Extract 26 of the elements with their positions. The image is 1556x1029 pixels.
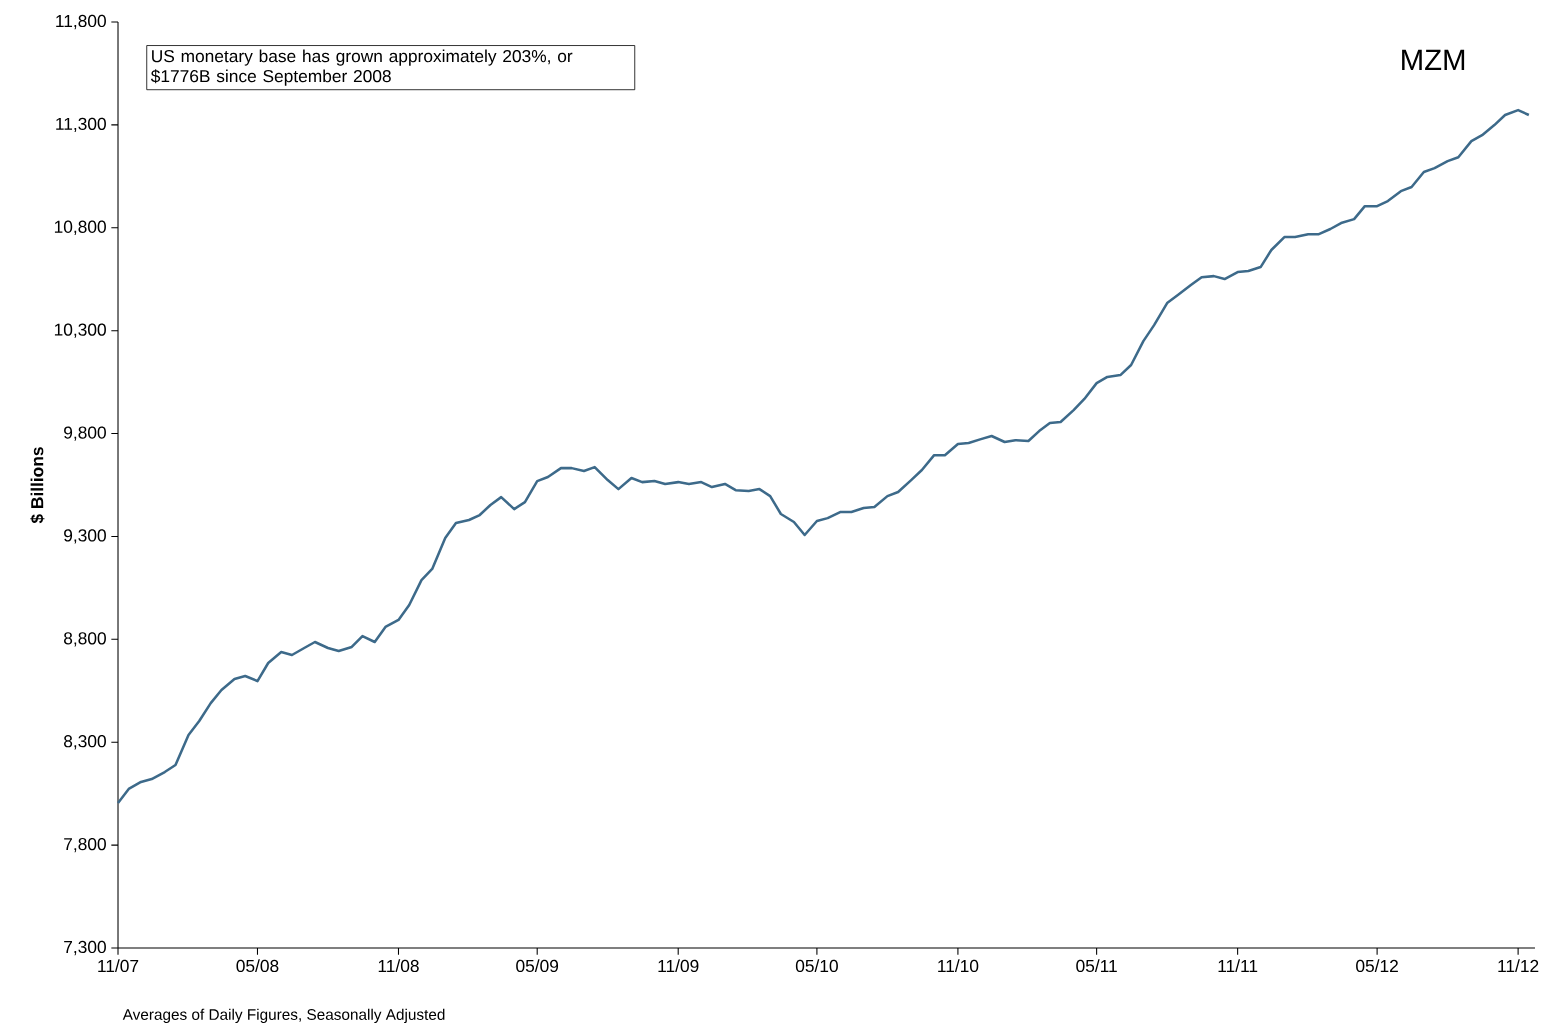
y-tick-label: 11,300 <box>56 117 106 133</box>
y-tick-label: 8,300 <box>64 735 106 750</box>
x-tick-label: 11/10 <box>938 959 979 973</box>
text: MZM <box>1402 49 1465 71</box>
x-tick-label: 11/11 <box>1218 959 1258 973</box>
y-axis-title: $ Billions <box>30 447 45 524</box>
y-tick-label: 9,300 <box>64 529 106 544</box>
x-tick-label: 05/08 <box>236 959 279 973</box>
x-tick-label: 05/12 <box>1356 959 1398 973</box>
y-tick-label: 11,800 <box>56 14 106 30</box>
y-tick-label: 10,800 <box>54 220 106 235</box>
line-series <box>116 108 1531 805</box>
x-tick-label: 05/10 <box>795 959 838 973</box>
y-tick-label: 10,300 <box>54 323 106 338</box>
y-tick-label: 8,800 <box>64 632 106 647</box>
y-tick-label: 7,300 <box>64 940 106 956</box>
x-tick-label: 11/12 <box>1498 959 1539 973</box>
annotation: US monetary base has grown approximately 203%, or $1776B since September 2008 <box>150 49 573 86</box>
y-tick-label: 9,800 <box>64 426 106 441</box>
x-tick-label: 11/07 <box>98 959 139 973</box>
x-tick-label: 11/08 <box>378 959 419 973</box>
y-tick-label: 7,800 <box>64 837 106 853</box>
x-tick-label: 11/09 <box>658 959 699 973</box>
text: Averages of Daily Figures, Seasonally Adjusted <box>122 1008 445 1023</box>
x-tick-label: 05/11 <box>1076 959 1117 973</box>
x-tick-label: 05/09 <box>516 959 559 973</box>
